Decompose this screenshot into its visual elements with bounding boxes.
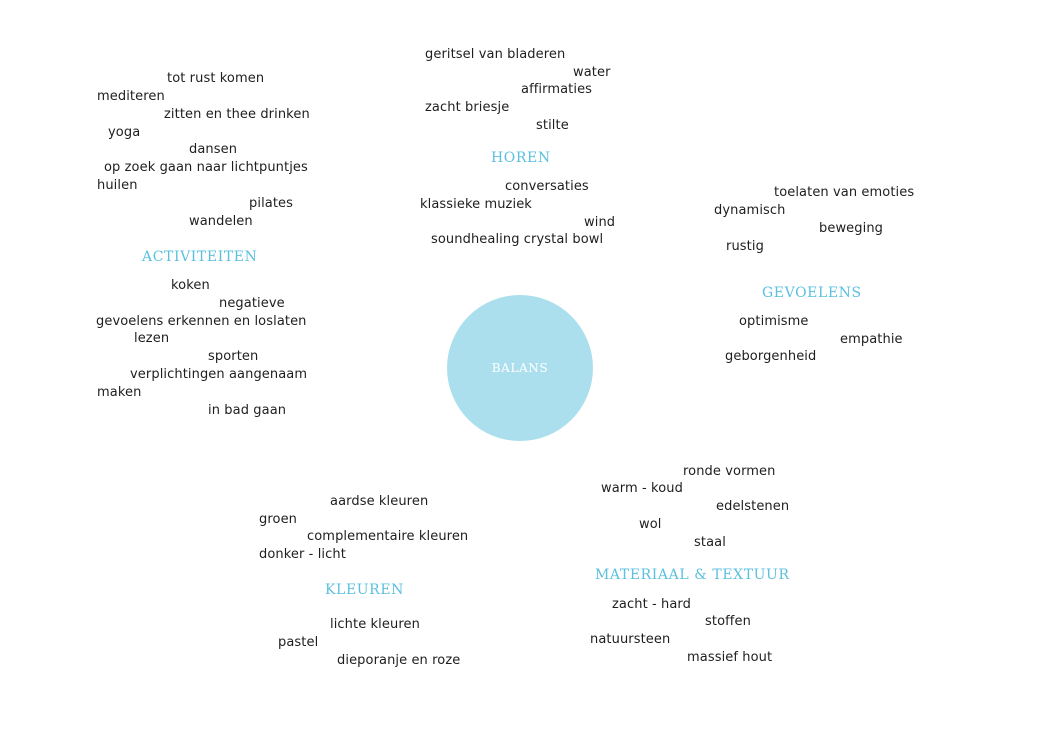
activiteiten-heading: ACTIVITEITEN bbox=[142, 249, 258, 265]
horen-word: wind bbox=[584, 215, 616, 230]
activiteiten-word: lezen bbox=[134, 331, 170, 346]
horen-word: stilte bbox=[536, 118, 569, 133]
kleuren-word: groen bbox=[259, 512, 298, 527]
gevoelens-word: beweging bbox=[819, 221, 884, 236]
materiaal-word: stoffen bbox=[705, 614, 751, 629]
horen-word: soundhealing crystal bowl bbox=[431, 232, 604, 247]
gevoelens-word: rustig bbox=[726, 239, 764, 254]
activiteiten-word: pilates bbox=[249, 196, 294, 211]
balans-circle: BALANS bbox=[447, 295, 593, 441]
activiteiten-word: negatieve bbox=[219, 296, 285, 311]
activiteiten-word: maken bbox=[97, 385, 142, 400]
kleuren-word: aardse kleuren bbox=[330, 494, 429, 509]
activiteiten-word: sporten bbox=[208, 349, 259, 364]
gevoelens-word: toelaten van emoties bbox=[774, 185, 915, 200]
horen-word: conversaties bbox=[505, 179, 589, 194]
activiteiten-word: in bad gaan bbox=[208, 403, 287, 418]
activiteiten-word: dansen bbox=[189, 142, 238, 157]
activiteiten-word: zitten en thee drinken bbox=[164, 107, 310, 122]
kleuren-word: complementaire kleuren bbox=[307, 529, 469, 544]
gevoelens-word: dynamisch bbox=[714, 203, 786, 218]
kleuren-heading: KLEUREN bbox=[325, 582, 404, 598]
materiaal-heading: MATERIAAL & TEXTUUR bbox=[595, 567, 790, 583]
kleuren-word: dieporanje en roze bbox=[337, 653, 461, 668]
materiaal-word: zacht - hard bbox=[612, 597, 692, 612]
kleuren-word: donker - licht bbox=[259, 547, 346, 562]
gevoelens-word: geborgenheid bbox=[725, 349, 817, 364]
horen-word: water bbox=[573, 65, 611, 80]
balans-label: BALANS bbox=[491, 361, 549, 375]
horen-word: affirmaties bbox=[521, 82, 593, 97]
gevoelens-word: optimisme bbox=[739, 314, 809, 329]
activiteiten-word: koken bbox=[171, 278, 210, 293]
horen-heading: HOREN bbox=[491, 150, 551, 166]
horen-word: klassieke muziek bbox=[420, 197, 532, 212]
activiteiten-word: gevoelens erkennen en loslaten bbox=[96, 314, 307, 329]
materiaal-word: edelstenen bbox=[716, 499, 790, 514]
materiaal-word: staal bbox=[694, 535, 726, 550]
gevoelens-heading: GEVOELENS bbox=[762, 285, 862, 301]
activiteiten-word: mediteren bbox=[97, 89, 165, 104]
activiteiten-word: wandelen bbox=[189, 214, 253, 229]
materiaal-word: massief hout bbox=[687, 650, 773, 665]
materiaal-word: natuursteen bbox=[590, 632, 671, 647]
activiteiten-word: tot rust komen bbox=[167, 71, 265, 86]
gevoelens-word: empathie bbox=[840, 332, 903, 347]
kleuren-word: lichte kleuren bbox=[330, 617, 420, 632]
activiteiten-word: verplichtingen aangenaam bbox=[130, 367, 308, 382]
horen-word: zacht briesje bbox=[425, 100, 510, 115]
materiaal-word: wol bbox=[639, 517, 662, 532]
activiteiten-word: op zoek gaan naar lichtpuntjes bbox=[104, 160, 308, 175]
kleuren-word: pastel bbox=[278, 635, 319, 650]
materiaal-word: warm - koud bbox=[601, 481, 683, 496]
materiaal-word: ronde vormen bbox=[683, 464, 776, 479]
horen-word: geritsel van bladeren bbox=[425, 47, 566, 62]
activiteiten-word: huilen bbox=[97, 178, 138, 193]
activiteiten-word: yoga bbox=[108, 125, 141, 140]
